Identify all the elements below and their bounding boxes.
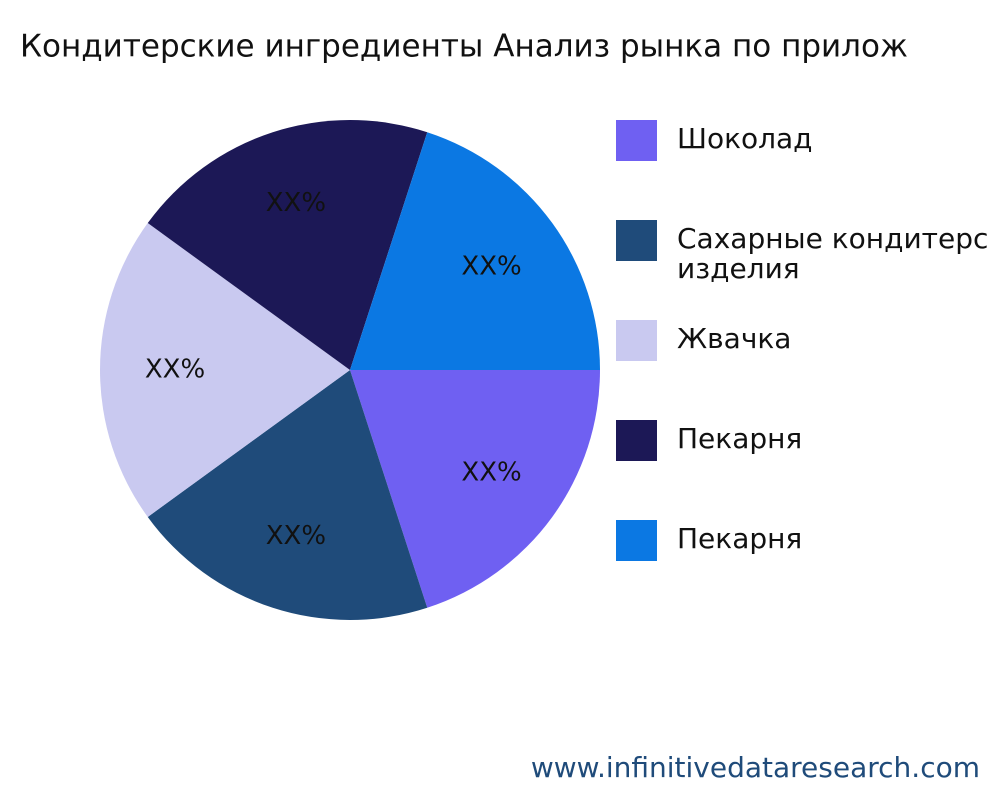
legend-swatch [616, 420, 657, 461]
slice-label: XX% [461, 457, 521, 487]
legend-swatch [616, 220, 657, 261]
watermark: www.infinitivedataresearch.com [531, 751, 980, 784]
legend-swatch [616, 320, 657, 361]
slice-label: XX% [266, 188, 326, 218]
legend-swatch [616, 120, 657, 161]
legend-swatch [616, 520, 657, 561]
pie-slice [100, 223, 350, 517]
legend-label: Пекарня [677, 524, 803, 554]
legend-label: Сахарные кондитерс изделия [677, 224, 989, 284]
legend-label: Жвачка [677, 324, 792, 354]
slice-label: XX% [266, 521, 326, 551]
pie-slice [147, 120, 428, 370]
slice-label: XX% [461, 252, 521, 282]
pie-slice [350, 132, 600, 370]
chart-title: Кондитерские ингредиенты Анализ рынка по… [20, 29, 908, 65]
legend-label: Шоколад [677, 124, 813, 154]
legend-label: Пекарня [677, 424, 803, 454]
pie-slice [147, 370, 428, 620]
slice-label: XX% [145, 355, 205, 385]
pie-slice [350, 370, 600, 608]
